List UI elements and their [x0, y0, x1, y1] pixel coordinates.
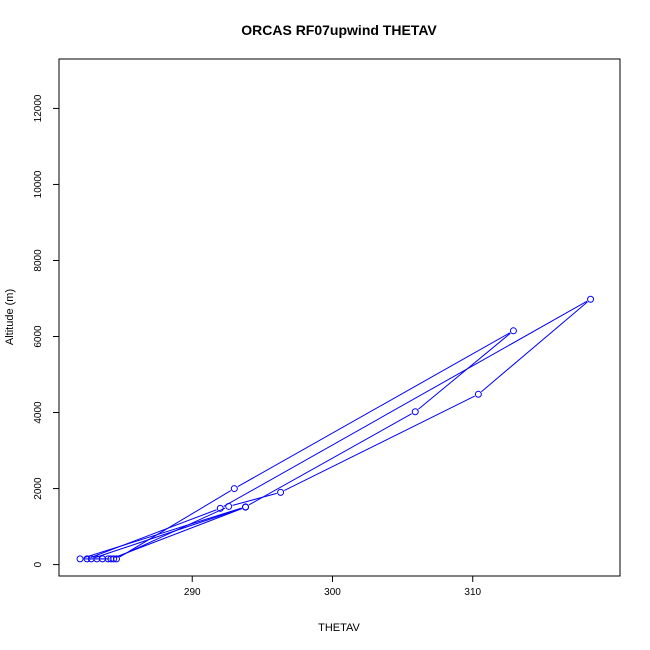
- data-point: [474, 390, 482, 398]
- data-point: [87, 555, 95, 563]
- series-segment: [283, 395, 475, 492]
- y-axis-label: Altitude (m): [4, 289, 16, 345]
- series-layer: [76, 295, 595, 563]
- x-axis: 290 300 310: [184, 576, 482, 598]
- data-point: [76, 555, 84, 563]
- series-segment: [90, 509, 217, 558]
- series-segment: [94, 507, 242, 559]
- data-point: [225, 502, 233, 510]
- data-point: [107, 555, 115, 563]
- chart-title: ORCAS RF07upwind THETAV: [241, 22, 437, 38]
- y-tick-label: 10000: [33, 170, 44, 198]
- y-tick-label: 6000: [33, 325, 44, 348]
- data-point: [509, 327, 517, 335]
- y-tick-label: 12000: [33, 94, 44, 122]
- data-point: [230, 485, 238, 493]
- series-segment: [237, 332, 511, 488]
- series-segment: [223, 300, 588, 507]
- x-tick-label: 310: [464, 587, 481, 598]
- data-point: [587, 295, 595, 303]
- series-segment: [481, 301, 588, 393]
- series-segment: [232, 492, 277, 506]
- data-point: [83, 555, 91, 563]
- y-tick-label: 4000: [33, 401, 44, 424]
- x-axis-label: THETAV: [318, 622, 360, 634]
- series-segment: [418, 332, 511, 410]
- series-segment: [83, 507, 242, 559]
- data-point: [216, 504, 224, 512]
- x-tick-label: 290: [184, 587, 201, 598]
- plot-frame: [58, 58, 621, 577]
- data-point: [411, 408, 419, 416]
- data-point: [242, 503, 250, 511]
- data-point: [104, 555, 112, 563]
- y-axis: 0 2000 4000 6000 8000 10000 12000: [33, 94, 59, 567]
- series-segment: [119, 490, 232, 558]
- y-tick-label: 2000: [33, 477, 44, 500]
- series-segment: [248, 413, 412, 506]
- series-segment: [114, 508, 242, 558]
- y-tick-label: 0: [33, 561, 44, 567]
- x-tick-label: 300: [324, 587, 341, 598]
- data-point: [277, 488, 285, 496]
- y-tick-label: 8000: [33, 249, 44, 272]
